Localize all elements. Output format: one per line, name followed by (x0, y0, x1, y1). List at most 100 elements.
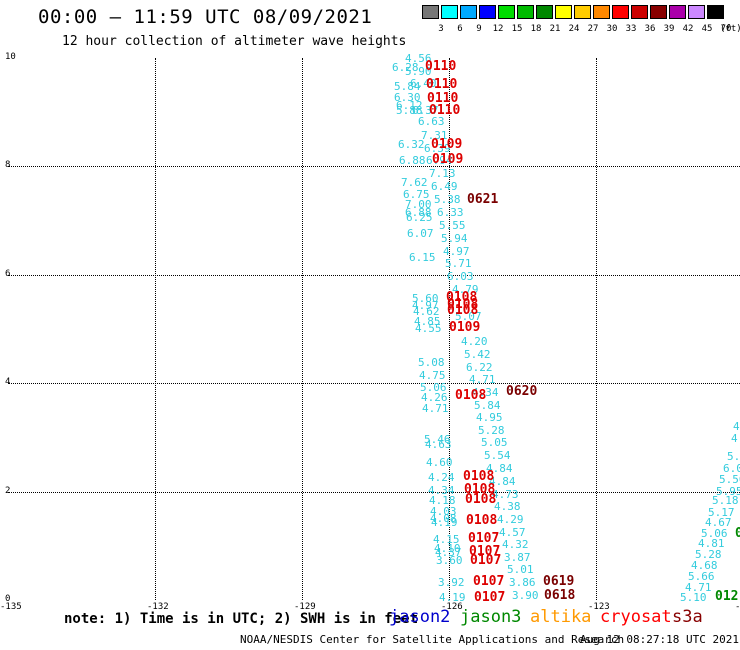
y-tick-label: 0 (5, 594, 11, 604)
legend-swatch (536, 5, 553, 19)
legend-label: 21 (549, 24, 561, 34)
grid-line-horizontal (8, 166, 740, 168)
wave-height-value: 6.88 (399, 154, 426, 167)
chart-subtitle: 12 hour collection of altimeter wave hei… (62, 34, 407, 49)
legend-swatch (574, 5, 591, 19)
wave-height-value: 4.84 (486, 462, 513, 475)
wave-height-value: 3.87 (504, 551, 531, 564)
pass-time-label: 0621 (467, 192, 499, 207)
legend-label: 6 (457, 24, 463, 34)
legend-label: 70 (720, 24, 732, 34)
wave-height-value: 6.39 (424, 142, 451, 155)
wave-height-value: 5.08 (418, 356, 445, 369)
wave-height-value: 5.55 (439, 219, 466, 232)
wave-height-value: 5.06 (701, 527, 728, 540)
wave-height-value: 4.71 (469, 373, 496, 386)
y-tick-label: 8 (5, 160, 11, 171)
wave-height-value: 5.28 (695, 548, 722, 561)
wave-height-value: 6.37 (412, 104, 439, 117)
legend-swatch (498, 5, 515, 19)
pass-time-label: 0620 (506, 384, 538, 399)
satellite-name: s3a (672, 607, 703, 627)
legend-swatch (650, 5, 667, 19)
legend-label: 24 (568, 24, 580, 34)
satellite-name: jason3 (460, 607, 522, 627)
wave-height-value: 5.84 (474, 399, 501, 412)
wave-height-value: 5.88 (396, 104, 423, 117)
pass-time-label: 0618 (544, 588, 576, 603)
wave-height-value: 5.90 (405, 65, 432, 78)
pass-time-label: 0108 (455, 388, 487, 403)
grid-line-vertical (302, 58, 303, 600)
wave-height-value: 4.84 (489, 475, 516, 488)
legend-label: 39 (663, 24, 675, 34)
pass-time-label: 0108 (447, 303, 479, 318)
legend-swatch (555, 5, 572, 19)
wave-height-value: 5.10 (680, 591, 707, 604)
legend-swatch (517, 5, 534, 19)
pass-time-label: 0108 (465, 492, 497, 507)
wave-height-value: 6.22 (466, 361, 493, 374)
wave-height-value: 4.3 (733, 420, 740, 433)
generated-timestamp: Aug 12 08:27:18 UTC 2021 (580, 633, 739, 646)
wave-height-value: 4.24 (428, 471, 455, 484)
footer-note: note: 1) Time is in UTC; 2) SWH is in fe… (64, 611, 419, 627)
satellite-name: cryosat (600, 607, 672, 627)
pass-time-label: 0108 (446, 290, 478, 305)
wave-height-value: 5.71 (445, 257, 472, 270)
wave-height-value: 4.81 (698, 537, 725, 550)
pass-time-label: 0110 (425, 59, 457, 74)
wave-height-value: 3.90 (512, 589, 539, 602)
legend-label: 45 (701, 24, 713, 34)
wave-height-value: 6.33 (437, 206, 464, 219)
wave-height-value: 4.19 (431, 516, 458, 529)
wave-height-value: 6.32 (398, 138, 425, 151)
legend-unit: (ft) (720, 24, 740, 34)
pass-time-label: 0107 (468, 531, 500, 546)
wave-height-value: 4.63 (425, 438, 452, 451)
wave-height-value: 3.60 (436, 554, 463, 567)
wave-height-value: 6.94 (426, 154, 453, 167)
pass-time-label: 0110 (429, 103, 461, 118)
wave-height-value: 7.31 (421, 129, 448, 142)
wave-height-value: 5.95 (716, 485, 740, 498)
legend-label: 27 (587, 24, 599, 34)
y-tick-label: 4 (5, 377, 11, 388)
x-tick-label: -132 (147, 602, 169, 612)
wave-height-value: 6.88 (405, 206, 432, 219)
grid-line-vertical (596, 58, 597, 600)
wave-height-value: 5.66 (688, 570, 715, 583)
pass-time-label: 0109 (432, 152, 464, 167)
wave-height-value: 7.62 (401, 176, 428, 189)
x-tick-label: -129 (294, 602, 316, 612)
wave-height-value: 5.28 (478, 424, 505, 437)
wave-height-value: 5.42 (464, 348, 491, 361)
wave-height-value: 5.84 (394, 80, 421, 93)
pass-time-label: 0110 (427, 91, 459, 106)
y-tick-label: 10 (5, 52, 16, 62)
pass-time-label: 0107 (474, 590, 506, 605)
wave-height-value: 4.97 (412, 299, 439, 312)
pass-time-label: 0619 (543, 574, 575, 589)
wave-height-value: 6.49 (431, 180, 458, 193)
wave-height-value: 5.54 (484, 449, 511, 462)
pass-time-label: 0 (735, 526, 740, 541)
wave-height-value: 5.06 (420, 381, 447, 394)
wave-height-value: 4.79 (452, 283, 479, 296)
wave-height-value: 4.75 (419, 369, 446, 382)
wave-height-value: 4.34 (428, 484, 455, 497)
wave-height-value: 4.57 (499, 526, 526, 539)
pass-time-label: 0109 (431, 137, 463, 152)
wave-height-value: 5.46 (424, 433, 451, 446)
wave-height-value: 7.00 (405, 198, 432, 211)
x-tick-label: -126 (441, 602, 463, 612)
pass-time-label: 0110 (426, 77, 458, 92)
wave-height-value: 4.32 (502, 538, 529, 551)
wave-height-value: 4.71 (422, 402, 449, 415)
grid-line-vertical (155, 58, 156, 600)
x-tick-label: -135 (0, 602, 22, 612)
wave-height-value: 3.86 (509, 576, 536, 589)
wave-height-value: 4.85 (414, 315, 441, 328)
wave-height-value: 4.73 (492, 488, 519, 501)
grid-line-horizontal (8, 491, 740, 493)
